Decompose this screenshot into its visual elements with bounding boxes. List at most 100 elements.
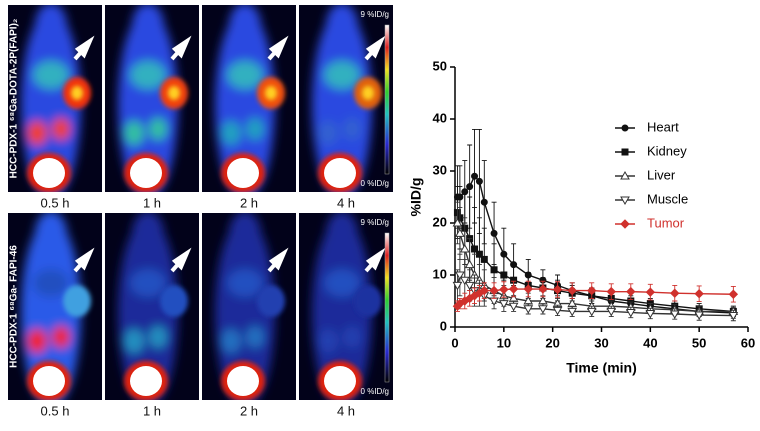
marker (471, 245, 479, 253)
bladder (227, 158, 259, 188)
marker (552, 306, 563, 316)
arrow (267, 35, 289, 61)
marker (586, 307, 597, 317)
y-tick-label: 50 (433, 58, 447, 73)
organ (27, 329, 47, 353)
marker (452, 217, 463, 227)
pet-image (299, 5, 393, 192)
marker (490, 266, 498, 274)
head (326, 213, 358, 255)
pet-image (202, 5, 296, 192)
bladder (324, 158, 356, 188)
head (35, 213, 67, 255)
row-label: HCC-PDX-1 ⁶⁸Ga-DOTA-2P(FAPI)₂ (9, 19, 20, 179)
arrow (170, 35, 192, 61)
legend-label: Tumor (647, 215, 685, 230)
marker (694, 289, 704, 299)
body (118, 218, 178, 400)
organ (318, 121, 338, 145)
legend-label: Muscle (647, 191, 688, 206)
marker (552, 284, 563, 295)
head (35, 5, 67, 47)
organ (318, 329, 338, 353)
body (312, 218, 372, 400)
arrow (364, 35, 386, 61)
marker (728, 312, 739, 321)
scale-min: 0 %ID/g (361, 387, 389, 396)
body (215, 10, 275, 192)
marker (645, 287, 656, 297)
x-tick-label: 40 (643, 335, 657, 350)
pet-body (118, 5, 178, 192)
y-tick-label: 30 (433, 162, 447, 177)
chest (130, 269, 166, 297)
pet-image (8, 213, 102, 400)
time-label: 1 h (143, 403, 161, 418)
series-line (456, 212, 734, 313)
x-tick-label: 60 (741, 335, 755, 350)
body (21, 218, 81, 400)
legend-label: Liver (647, 167, 676, 182)
time-label: 4 h (337, 403, 355, 418)
head (229, 5, 261, 47)
bladder (130, 366, 162, 396)
bladder (33, 366, 65, 396)
marker (538, 305, 548, 314)
x-tick-label: 20 (545, 335, 559, 350)
marker (489, 285, 499, 296)
head (326, 5, 358, 47)
time-label: 1 h (143, 195, 161, 210)
pet-body (215, 213, 275, 400)
organ (149, 326, 167, 348)
y-axis-label: %ID/g (408, 178, 424, 217)
tumor-core (362, 86, 374, 100)
x-axis-label: Time (min) (566, 360, 637, 376)
arrow (364, 247, 386, 273)
marker (625, 308, 636, 318)
marker (459, 276, 470, 286)
x-tick-label: 0 (451, 335, 458, 350)
bladder (130, 158, 162, 188)
y-tick-label: 10 (433, 266, 447, 281)
pet-image (105, 213, 199, 400)
marker (669, 310, 680, 320)
pet-body (118, 213, 178, 400)
legend-marker (620, 170, 630, 180)
y-tick-label: 40 (433, 110, 447, 125)
chest (130, 61, 166, 89)
marker (567, 307, 578, 317)
marker (464, 259, 475, 269)
row-label: HCC-PDX-1 ⁶⁸Ga- FAPI-46 (9, 245, 20, 368)
colorbar (384, 232, 390, 383)
head (132, 213, 164, 255)
marker (479, 285, 490, 296)
organ (124, 121, 144, 145)
tumor (354, 285, 382, 317)
time-label: 4 h (337, 195, 355, 210)
chest (227, 269, 263, 297)
pet-image (105, 5, 199, 192)
arrow (73, 35, 95, 61)
organ (246, 326, 264, 348)
marker (606, 307, 617, 317)
organ (343, 326, 361, 348)
legend-marker (621, 148, 629, 156)
arrow (170, 247, 192, 273)
organ (27, 121, 47, 145)
marker (475, 177, 483, 185)
legend-label: Kidney (647, 143, 687, 158)
pet-body (215, 5, 275, 192)
organ (221, 121, 241, 145)
marker (452, 281, 463, 291)
marker (645, 309, 656, 319)
marker (500, 271, 508, 279)
marker (490, 229, 498, 237)
organ (52, 118, 70, 140)
legend-label: Heart (647, 119, 679, 134)
marker (728, 289, 739, 299)
marker (538, 284, 548, 294)
y-tick-label: 0 (440, 318, 447, 333)
marker (508, 302, 519, 312)
marker (498, 300, 509, 309)
marker (694, 311, 705, 321)
